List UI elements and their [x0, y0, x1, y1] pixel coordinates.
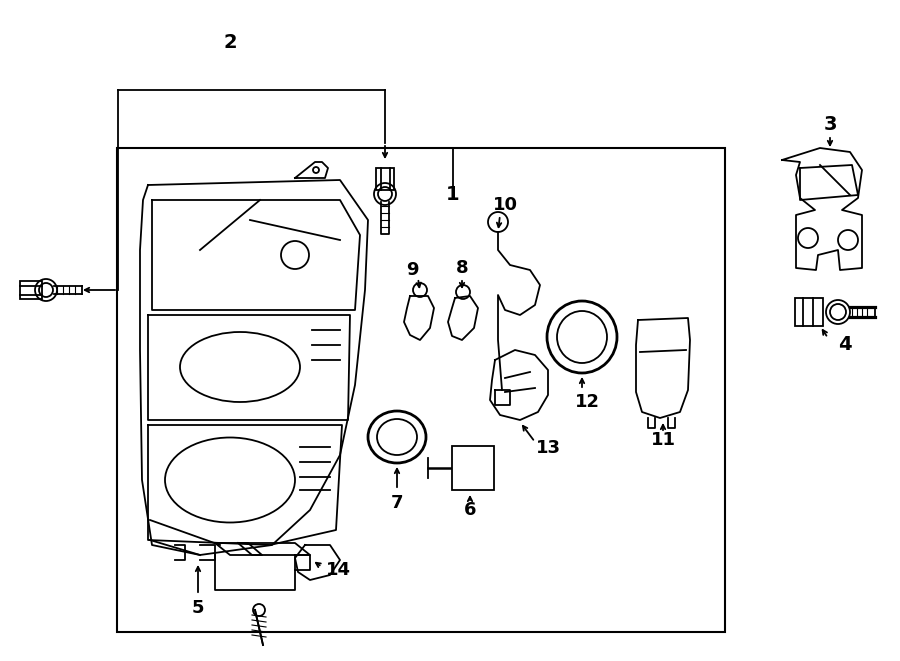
Text: 8: 8	[455, 259, 468, 277]
Bar	[20, 281, 42, 299]
Text: 6: 6	[464, 501, 476, 519]
Text: 2: 2	[223, 32, 237, 52]
Text: 11: 11	[651, 431, 676, 449]
Text: 13: 13	[536, 439, 561, 457]
Text: 7: 7	[391, 494, 403, 512]
Text: 10: 10	[492, 196, 517, 214]
Text: 1: 1	[446, 186, 460, 204]
Bar	[452, 446, 494, 490]
Text: 9: 9	[406, 261, 419, 279]
Text: 12: 12	[574, 393, 599, 411]
Text: 14: 14	[326, 561, 350, 579]
Text: 4: 4	[838, 336, 851, 354]
Bar	[117, 148, 725, 632]
Text: 3: 3	[824, 116, 837, 134]
Bar	[795, 298, 823, 326]
Text: 5: 5	[192, 599, 204, 617]
Bar	[376, 168, 394, 190]
